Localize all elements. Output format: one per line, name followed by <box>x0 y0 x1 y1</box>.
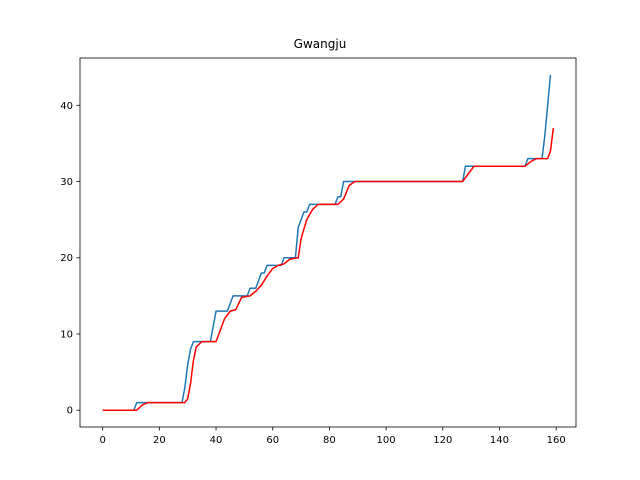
series-line-2 <box>102 128 555 411</box>
y-tick-label: 10 <box>60 329 73 340</box>
y-tick-label: 20 <box>60 253 73 264</box>
x-tick-label: 80 <box>323 435 336 446</box>
x-tick-label: 160 <box>547 435 566 446</box>
y-axis-ticks: 0 10 20 30 40 <box>60 101 80 417</box>
plot-area-frame <box>79 57 577 428</box>
x-axis-ticks: 0 20 40 60 80 100 120 140 160 <box>99 427 566 446</box>
chart-title: Gwangju <box>294 37 347 51</box>
y-tick-label: 0 <box>67 406 73 417</box>
x-tick-label: 0 <box>99 435 105 446</box>
x-tick-label: 140 <box>490 435 509 446</box>
y-tick-label: 40 <box>60 101 73 112</box>
x-tick-label: 120 <box>433 435 452 446</box>
x-tick-label: 40 <box>210 435 223 446</box>
x-tick-label: 60 <box>266 435 279 446</box>
x-tick-label: 20 <box>153 435 166 446</box>
y-tick-label: 30 <box>60 177 73 188</box>
x-tick-label: 100 <box>377 435 396 446</box>
series-layer <box>102 74 555 411</box>
